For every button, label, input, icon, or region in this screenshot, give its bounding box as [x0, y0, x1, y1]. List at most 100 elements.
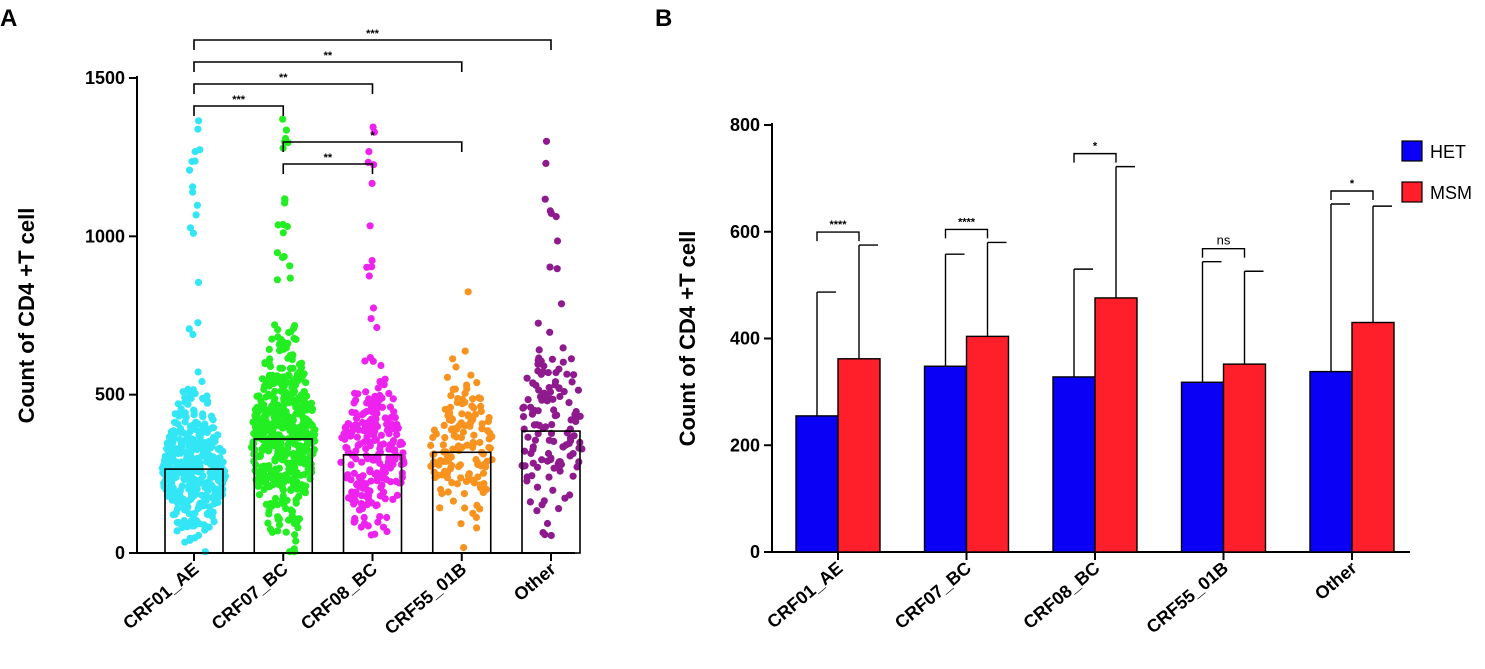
a-data-point [183, 455, 191, 463]
a-data-point [194, 319, 202, 327]
a-data-point [174, 410, 182, 418]
a-data-point [278, 253, 287, 262]
a-data-point [194, 278, 203, 286]
a-data-point [291, 531, 299, 539]
a-data-point [296, 369, 304, 377]
a-data-point [160, 479, 168, 487]
a-data-point [196, 479, 205, 487]
a-data-point [559, 358, 567, 366]
a-data-point [482, 463, 490, 471]
a-data-point [449, 445, 457, 453]
a-data-point [211, 433, 220, 441]
a-data-point [440, 421, 448, 429]
a-data-point [377, 361, 385, 370]
a-data-point [271, 494, 280, 503]
a-data-point [457, 419, 465, 427]
a-data-point [557, 300, 566, 308]
a-data-point [534, 319, 542, 327]
a-data-point [191, 157, 199, 165]
a-data-point [370, 128, 378, 136]
a-data-point [563, 429, 571, 437]
a-data-point [276, 364, 284, 372]
a-data-point [273, 276, 281, 284]
a-data-point [535, 346, 543, 354]
a-data-point [479, 450, 488, 458]
a-data-point [194, 368, 202, 376]
a-data-point [295, 360, 304, 368]
a-data-point [461, 347, 469, 355]
a-data-point [187, 394, 195, 402]
a-data-point [287, 486, 295, 494]
a-data-point [381, 375, 389, 383]
a-data-point [376, 444, 384, 453]
b-bar-msm [1094, 297, 1138, 553]
a-data-point [460, 544, 468, 552]
a-data-point [563, 370, 571, 378]
a-data-point [293, 485, 301, 493]
a-data-point [367, 315, 375, 323]
a-data-point [202, 444, 210, 452]
a-data-point [358, 458, 366, 466]
a-data-point [559, 443, 567, 451]
a-data-point [274, 447, 282, 455]
a-data-point [477, 407, 485, 415]
a-data-point [531, 436, 540, 444]
a-data-point [285, 467, 293, 475]
a-data-point [460, 490, 468, 498]
a-data-point [538, 456, 546, 464]
a-data-point [381, 414, 389, 422]
a-data-point [192, 211, 200, 219]
a-data-point [543, 519, 552, 528]
b-significance-label: ns [1217, 233, 1231, 248]
a-data-point [290, 519, 298, 528]
a-data-point [533, 483, 542, 491]
a-data-point [361, 357, 369, 365]
a-data-point [264, 519, 272, 527]
a-data-point [288, 511, 296, 520]
a-data-point [294, 451, 302, 459]
a-data-point [268, 468, 276, 476]
a-data-point [470, 479, 478, 487]
a-mean-bar [342, 454, 403, 554]
a-data-point [248, 443, 256, 451]
a-data-point [351, 497, 359, 505]
a-data-point [201, 420, 209, 428]
a-data-point [181, 471, 189, 479]
a-data-point [277, 440, 285, 448]
a-data-point [472, 456, 480, 464]
a-significance-label: ** [324, 152, 333, 164]
a-data-point [287, 506, 295, 514]
a-data-point [463, 441, 471, 449]
panel-b-bar-chart: 0 200 400 600 800 Count of CD4 +T cell CRF01_A… [675, 115, 1472, 637]
a-data-point [186, 436, 194, 444]
a-data-point [476, 395, 485, 403]
b-bar-het [795, 415, 839, 553]
a-data-point [291, 475, 299, 483]
a-data-point [266, 500, 275, 508]
a-data-point [374, 399, 382, 408]
a-data-point [358, 505, 366, 513]
a-data-point [568, 378, 576, 386]
a-data-point [369, 304, 378, 312]
a-data-point [343, 474, 351, 482]
a-significance-bracket [193, 105, 285, 116]
a-significance-bracket [193, 83, 374, 94]
a-data-point [367, 531, 375, 539]
a-data-point [393, 491, 401, 499]
a-data-point [452, 363, 460, 371]
b-bar-msm [965, 335, 1010, 553]
a-data-point [532, 381, 540, 389]
a-significance-label: * [370, 130, 375, 142]
a-data-point [479, 469, 488, 477]
a-data-point [463, 381, 471, 389]
a-data-point [559, 344, 567, 352]
a-data-point [546, 263, 554, 271]
b-category-label: CRF07_BC [891, 558, 975, 633]
a-data-point [377, 431, 385, 439]
a-data-point [526, 498, 535, 506]
a-data-point [394, 424, 402, 432]
a-data-point [363, 263, 371, 271]
a-data-point [342, 426, 351, 435]
a-data-point [352, 488, 360, 496]
a-data-point [467, 371, 475, 379]
